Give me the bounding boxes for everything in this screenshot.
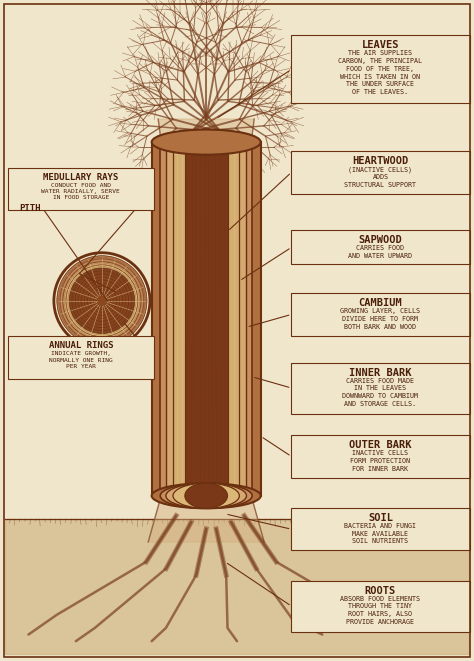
Ellipse shape — [185, 130, 228, 155]
Circle shape — [57, 256, 147, 346]
Ellipse shape — [166, 483, 246, 508]
Circle shape — [63, 262, 141, 340]
Ellipse shape — [160, 130, 252, 155]
Text: OUTER BARK: OUTER BARK — [349, 440, 411, 450]
Text: CARRIES FOOD
AND WATER UPWARD: CARRIES FOOD AND WATER UPWARD — [348, 245, 412, 259]
Text: LEAVES: LEAVES — [362, 40, 399, 50]
Text: ANNUAL RINGS: ANNUAL RINGS — [48, 341, 113, 350]
FancyBboxPatch shape — [8, 167, 154, 210]
Bar — [185, 142, 228, 496]
Polygon shape — [5, 519, 469, 654]
Circle shape — [84, 283, 119, 319]
Text: THE AIR SUPPLIES
CARBON, THE PRINCIPAL
FOOD OF THE TREE,
WHICH IS TAKEN IN ON
TH: THE AIR SUPPLIES CARBON, THE PRINCIPAL F… — [338, 50, 422, 95]
Text: PITH: PITH — [19, 204, 40, 213]
FancyBboxPatch shape — [291, 508, 470, 551]
Text: SAPWOOD: SAPWOOD — [358, 235, 402, 245]
Circle shape — [60, 258, 144, 343]
Ellipse shape — [173, 130, 239, 155]
Text: BACTERIA AND FUNGI
MAKE AVAILABLE
SOIL NUTRIENTS: BACTERIA AND FUNGI MAKE AVAILABLE SOIL N… — [345, 523, 416, 545]
FancyBboxPatch shape — [291, 435, 470, 478]
Circle shape — [66, 265, 138, 336]
Ellipse shape — [173, 483, 239, 508]
Circle shape — [87, 286, 117, 315]
FancyBboxPatch shape — [291, 362, 470, 414]
Text: GROWING LAYER, CELLS
DIVIDE HERE TO FORM
BOTH BARK AND WOOD: GROWING LAYER, CELLS DIVIDE HERE TO FORM… — [340, 308, 420, 330]
FancyBboxPatch shape — [8, 336, 154, 379]
Polygon shape — [148, 119, 264, 542]
Bar — [160, 142, 252, 496]
Ellipse shape — [152, 130, 261, 155]
Ellipse shape — [160, 483, 252, 508]
Text: INNER BARK: INNER BARK — [349, 368, 411, 377]
Text: ABSORB FOOD ELEMENTS
THROUGH THE TINY
ROOT HAIRS, ALSO
PROVIDE ANCHORAGE: ABSORB FOOD ELEMENTS THROUGH THE TINY RO… — [340, 596, 420, 625]
Bar — [173, 142, 239, 496]
Bar — [152, 142, 261, 496]
FancyBboxPatch shape — [291, 35, 470, 103]
Text: HEARTWOOD: HEARTWOOD — [352, 156, 409, 166]
Circle shape — [91, 290, 113, 312]
Ellipse shape — [166, 130, 246, 155]
Circle shape — [72, 271, 132, 330]
Text: MEDULLARY RAYS: MEDULLARY RAYS — [43, 173, 118, 182]
Circle shape — [97, 295, 107, 306]
Circle shape — [81, 280, 123, 321]
Text: INACTIVE CELLS
FORM PROTECTION
FOR INNER BARK: INACTIVE CELLS FORM PROTECTION FOR INNER… — [350, 450, 410, 472]
FancyBboxPatch shape — [291, 580, 470, 632]
Text: INDICATE GROWTH,
NORMALLY ONE RING
PER YEAR: INDICATE GROWTH, NORMALLY ONE RING PER Y… — [49, 351, 113, 369]
Text: CONDUCT FOOD AND
WATER RADIALLY, SERVE
IN FOOD STORAGE: CONDUCT FOOD AND WATER RADIALLY, SERVE I… — [41, 182, 120, 200]
Circle shape — [93, 292, 110, 309]
Bar — [166, 142, 246, 496]
FancyBboxPatch shape — [291, 293, 470, 336]
Text: SOIL: SOIL — [368, 513, 393, 523]
Text: ROOTS: ROOTS — [365, 586, 396, 596]
Text: (INACTIVE CELLS)
ADDS
STRUCTURAL SUPPORT: (INACTIVE CELLS) ADDS STRUCTURAL SUPPORT — [345, 166, 416, 188]
Circle shape — [78, 277, 126, 325]
FancyBboxPatch shape — [291, 230, 470, 264]
Text: CAMBIUM: CAMBIUM — [358, 298, 402, 308]
FancyBboxPatch shape — [291, 151, 470, 194]
Ellipse shape — [152, 483, 261, 508]
Circle shape — [75, 274, 128, 327]
Circle shape — [69, 268, 135, 334]
Text: CARRIES FOOD MADE
IN THE LEAVES
DOWNWARD TO CAMBIUM
AND STORAGE CELLS.: CARRIES FOOD MADE IN THE LEAVES DOWNWARD… — [342, 377, 419, 407]
Ellipse shape — [185, 483, 228, 508]
